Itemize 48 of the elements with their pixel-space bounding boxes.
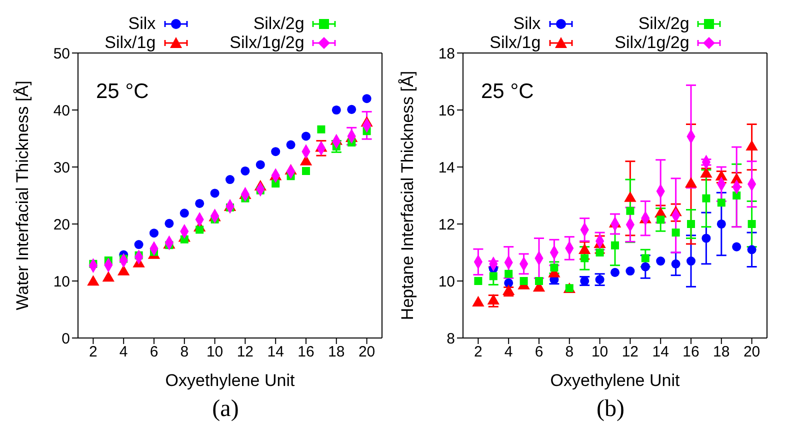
y-axis-title: Water Interfacial Thickness [Å] <box>13 80 32 310</box>
x-tick-label: 10 <box>206 344 224 361</box>
x-tick-label: 18 <box>328 344 345 361</box>
y-tick-label: 50 <box>53 45 70 62</box>
legend-label: Silx <box>128 14 156 33</box>
x-tick-label: 20 <box>358 344 376 361</box>
x-tick-label: 4 <box>119 344 128 361</box>
x-axis-title: Oxyethylene Unit <box>550 371 680 390</box>
y-tick-label: 10 <box>53 273 70 290</box>
y-tick-label: 12 <box>438 216 455 234</box>
legend-label: Silx/2g <box>638 14 690 33</box>
x-tick-label: 20 <box>743 344 760 361</box>
x-tick-label: 14 <box>267 344 284 361</box>
text: (a) <box>211 396 240 423</box>
y-tick-label: 16 <box>438 102 455 120</box>
x-tick-label: 12 <box>622 344 639 361</box>
y-tick-label: 30 <box>53 159 70 176</box>
x-tick-label: 6 <box>534 344 544 361</box>
y-tick-label: 0 <box>62 330 70 348</box>
x-tick-label: 8 <box>565 344 574 361</box>
legend-label: Silx <box>513 14 541 33</box>
x-tick-label: 12 <box>236 344 254 361</box>
x-tick-label: 18 <box>713 344 730 361</box>
x-axis-title: Oxyethylene Unit <box>165 371 295 390</box>
y-tick-label: 18 <box>438 45 455 62</box>
x-tick-label: 6 <box>150 344 158 361</box>
x-tick-label: 2 <box>89 344 98 361</box>
x-tick-label: 8 <box>180 344 189 361</box>
x-tick-label: 14 <box>652 344 669 361</box>
y-tick-label: 40 <box>53 102 70 120</box>
legend-label: Silx/1g/2g <box>230 33 304 52</box>
x-tick-label: 2 <box>474 344 482 361</box>
x-tick-label: 10 <box>591 344 608 361</box>
y-tick-label: 10 <box>438 273 455 290</box>
y-tick-label: 8 <box>446 330 455 348</box>
y-tick-label: 14 <box>438 159 455 176</box>
legend-label: Silx/1g/2g <box>614 33 690 52</box>
legend-label: Silx/1g <box>104 33 156 52</box>
x-tick-label: 4 <box>504 344 513 361</box>
x-tick-label: 16 <box>682 344 700 361</box>
y-tick-label: 20 <box>53 216 70 234</box>
legend-label: Silx/1g <box>490 33 541 52</box>
text: (b) <box>596 396 626 423</box>
annotation: 25 °C <box>96 80 149 104</box>
x-tick-label: 16 <box>298 344 314 361</box>
legend-label: Silx/2g <box>253 14 304 33</box>
y-axis-title: Heptane Interfacial Thickness [Å] <box>398 70 418 320</box>
annotation: 25 °C <box>481 80 534 104</box>
